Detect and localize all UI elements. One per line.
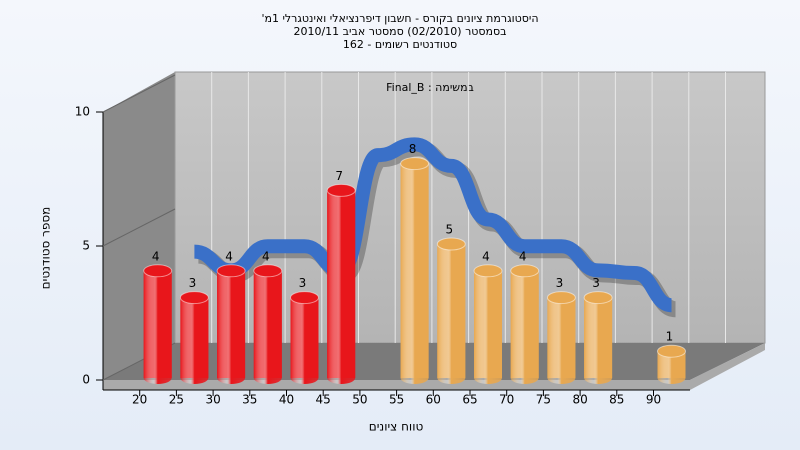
data-label: 4: [152, 249, 160, 263]
data-label: 1: [666, 330, 674, 344]
bar-top: [436, 237, 466, 251]
bar-top: [473, 264, 503, 278]
chart-title: היסטוגרמת ציונים בקורס - חשבון דיפרנציאל…: [261, 12, 538, 25]
grid-line: [102, 208, 176, 247]
x-tick-label: 90: [646, 393, 661, 407]
annotation: במשימה : Final_B: [386, 81, 474, 94]
bar: [510, 270, 539, 384]
data-label: 5: [445, 223, 453, 237]
x-tick-label: 75: [536, 393, 551, 407]
bar: [474, 270, 502, 384]
bar: [253, 270, 282, 384]
bar: [547, 297, 576, 384]
y-tick-label: 0: [82, 373, 90, 387]
bar: [143, 270, 172, 384]
bar: [180, 297, 209, 384]
chart-subtitle: סטודנטים רשומים - 162: [343, 38, 457, 51]
bar-top: [143, 264, 173, 278]
bar-top: [216, 264, 246, 278]
x-axis-label: טווח ציונים: [369, 420, 424, 434]
data-label: 3: [189, 276, 197, 290]
bar: [217, 270, 246, 384]
y-tick-label: 5: [82, 239, 90, 253]
x-tick-label: 50: [352, 393, 367, 407]
data-label: 3: [556, 276, 564, 290]
bar: [437, 244, 466, 384]
floor-edge: [103, 343, 765, 390]
bar-top: [326, 183, 356, 197]
data-label: 7: [335, 169, 343, 183]
data-label: 8: [409, 142, 417, 156]
x-tick-label: 35: [242, 393, 257, 407]
bar-top: [290, 291, 319, 305]
y-axis-label: מספר סטודנטים: [39, 207, 53, 290]
bar: [657, 351, 686, 384]
x-tick-label: 40: [279, 393, 294, 407]
x-tick-label: 25: [169, 393, 184, 407]
data-label: 4: [482, 249, 490, 263]
bar-top: [583, 291, 613, 305]
x-tick-label: 20: [132, 393, 147, 407]
data-label: 3: [592, 276, 600, 290]
x-tick-label: 65: [462, 393, 477, 407]
x-tick-label: 55: [389, 393, 404, 407]
data-label: 4: [519, 249, 527, 263]
data-label: 4: [225, 249, 233, 263]
chart-subtitle: בסמסטר (02/2010) סמסטר אביב 2010/11: [293, 25, 506, 38]
bar-top: [253, 264, 283, 278]
x-tick-label: 60: [426, 393, 441, 407]
y-tick-label: 10: [75, 105, 90, 119]
bar-top: [657, 344, 686, 358]
x-tick-label: 80: [572, 393, 587, 407]
data-label: 4: [262, 249, 270, 263]
x-tick-label: 70: [499, 393, 514, 407]
x-tick-label: 30: [205, 393, 220, 407]
bar: [327, 190, 356, 384]
bar-top: [510, 264, 540, 278]
x-tick-label: 45: [316, 393, 331, 407]
grid-line: [102, 74, 176, 113]
bar: [290, 297, 319, 384]
bar-top: [546, 291, 576, 305]
x-tick-label: 85: [609, 393, 624, 407]
bar-top: [400, 157, 430, 171]
trend-line: [193, 137, 673, 313]
data-label: 3: [299, 276, 307, 290]
bar: [584, 297, 613, 384]
bar-top: [179, 291, 209, 305]
bar: [400, 163, 429, 384]
